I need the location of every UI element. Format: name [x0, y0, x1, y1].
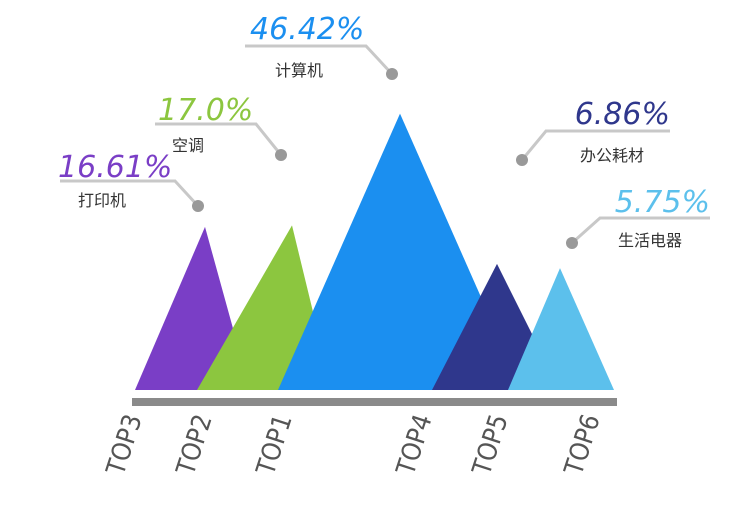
rank-label: TOP5 — [467, 411, 515, 480]
category-label: 生活电器 — [618, 231, 682, 250]
leader-dot — [275, 149, 287, 161]
value-label: 46.42% — [250, 12, 364, 47]
leader-dot — [386, 68, 398, 80]
baseline-bar — [132, 398, 617, 406]
leader-line — [571, 216, 710, 245]
rank-label: TOP6 — [559, 411, 607, 480]
leader-line — [245, 44, 394, 76]
value-label: 17.0% — [158, 93, 253, 128]
value-label: 6.86% — [575, 97, 670, 132]
value-label: 16.61% — [58, 150, 172, 185]
rank-label: TOP2 — [171, 411, 219, 480]
category-label: 空调 — [172, 136, 204, 155]
leader-line — [60, 179, 200, 208]
value-label: 5.75% — [615, 185, 710, 220]
peak — [508, 268, 614, 390]
rank-label: TOP3 — [101, 411, 149, 480]
leader-line — [155, 122, 283, 156]
category-label: 办公耗材 — [580, 146, 644, 165]
leader-dot — [566, 237, 578, 249]
category-label: 打印机 — [78, 191, 126, 210]
rank-label: TOP1 — [251, 411, 299, 480]
leader-line — [520, 129, 670, 161]
leader-dot — [516, 154, 528, 166]
category-label: 计算机 — [275, 61, 323, 80]
peaks — [135, 113, 614, 390]
leader-dot — [192, 200, 204, 212]
peak — [278, 113, 522, 390]
rank-label: TOP4 — [391, 411, 439, 480]
